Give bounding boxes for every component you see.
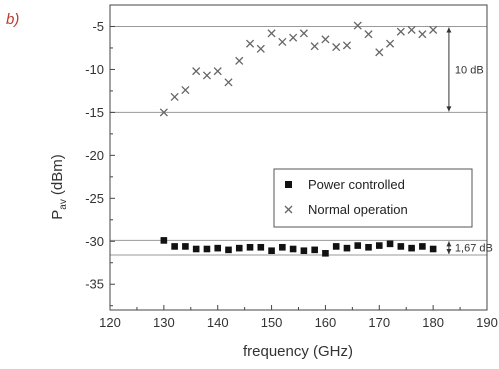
data-point-power-controlled: [192, 245, 200, 253]
data-point-power-controlled: [246, 243, 254, 251]
legend-marker-normal-operation: [284, 205, 293, 214]
data-point-normal-operation: [181, 85, 190, 95]
y-axis: -5 -10 -15 -20 -25 -30 -35: [85, 19, 115, 307]
data-point-power-controlled: [397, 243, 405, 250]
data-point-normal-operation: [213, 67, 222, 76]
data-point-normal-operation: [342, 41, 352, 50]
data-point-power-controlled: [300, 247, 308, 255]
data-point-normal-operation: [170, 92, 179, 101]
panel-label: b): [6, 11, 19, 28]
data-point-power-controlled: [160, 237, 168, 244]
data-point-normal-operation: [418, 30, 427, 39]
annotation-label: 10 dB: [455, 64, 484, 76]
series-power-controlled: [160, 237, 437, 257]
data-point-power-controlled: [257, 243, 265, 251]
data-point-power-controlled: [268, 247, 275, 255]
data-point-normal-operation: [289, 33, 298, 42]
data-point-normal-operation: [278, 37, 287, 47]
data-point-power-controlled: [429, 245, 437, 253]
series-normal-operation: [159, 21, 438, 117]
data-point-power-controlled: [289, 245, 297, 253]
y-axis-label-unit: (dBm): [49, 154, 66, 195]
x-tick-label: 160: [315, 315, 337, 330]
data-point-normal-operation: [310, 42, 319, 51]
data-point-power-controlled: [322, 249, 329, 257]
data-point-normal-operation: [235, 56, 244, 65]
x-axis-label: frequency (GHz): [243, 343, 353, 360]
data-point-normal-operation: [396, 27, 405, 36]
data-point-normal-operation: [224, 78, 233, 87]
data-point-normal-operation: [429, 25, 438, 34]
data-point-power-controlled: [171, 243, 178, 250]
data-point-normal-operation: [159, 108, 168, 117]
data-point-power-controlled: [386, 240, 394, 248]
data-point-power-controlled: [203, 245, 211, 253]
y-tick-label: -10: [85, 62, 104, 77]
annotation-label: 1,67 dB: [455, 243, 493, 255]
x-tick-label: 130: [153, 315, 175, 330]
annotations: 10 dB 1,67 dB: [446, 27, 493, 255]
data-point-normal-operation: [375, 48, 384, 57]
data-point-power-controlled: [354, 242, 362, 249]
data-point-power-controlled: [182, 243, 189, 250]
data-point-power-controlled: [343, 244, 351, 252]
x-tick-label: 120: [99, 315, 121, 330]
data-point-normal-operation: [202, 71, 212, 80]
data-point-power-controlled: [419, 243, 426, 250]
y-tick-label: -5: [92, 19, 104, 34]
data-point-power-controlled: [365, 243, 372, 251]
data-point-normal-operation: [256, 44, 265, 53]
data-point-normal-operation: [407, 25, 416, 34]
data-point-power-controlled: [279, 243, 286, 251]
legend-box: [273, 168, 473, 228]
y-tick-label: -35: [85, 277, 104, 292]
data-point-normal-operation: [245, 39, 255, 48]
y-axis-label-main: P: [49, 210, 66, 220]
annotation-arrow: [446, 27, 452, 112]
data-point-power-controlled: [408, 244, 415, 252]
y-tick-label: -20: [85, 148, 104, 163]
data-point-normal-operation: [332, 43, 341, 52]
data-point-normal-operation: [192, 67, 201, 76]
data-point-power-controlled: [225, 246, 232, 254]
data-point-normal-operation: [321, 35, 330, 44]
data-point-power-controlled: [235, 244, 243, 252]
data-point-power-controlled: [214, 244, 222, 252]
y-tick-label: -25: [85, 191, 104, 206]
x-tick-label: 150: [261, 315, 283, 330]
data-point-normal-operation: [299, 29, 308, 38]
legend-marker-power-controlled: [285, 181, 292, 188]
data-point-normal-operation: [364, 30, 373, 39]
data-point-power-controlled: [332, 243, 340, 250]
y-tick-label: -15: [85, 105, 104, 120]
x-axis: 120 130 140 150 160 170 180 190: [99, 305, 498, 330]
legend-label-power-controlled: Power controlled: [308, 177, 405, 192]
y-axis-label: Pav (dBm): [49, 154, 69, 219]
x-tick-label: 190: [476, 315, 498, 330]
annotation-arrow: [446, 241, 452, 255]
data-point-power-controlled: [311, 246, 318, 254]
legend: Power controlled Normal operation: [273, 168, 473, 228]
x-tick-label: 180: [422, 315, 444, 330]
data-point-normal-operation: [267, 29, 276, 38]
data-point-normal-operation: [353, 21, 362, 30]
data-point-power-controlled: [375, 242, 383, 249]
x-tick-label: 170: [368, 315, 390, 330]
reference-lines: [110, 25, 487, 256]
plot-frame: [109, 4, 488, 311]
y-axis-label-sub: av: [58, 199, 69, 210]
y-tick-label: -30: [85, 234, 104, 249]
legend-label-normal-operation: Normal operation: [308, 202, 408, 217]
x-tick-label: 140: [207, 315, 229, 330]
data-point-normal-operation: [385, 39, 395, 48]
